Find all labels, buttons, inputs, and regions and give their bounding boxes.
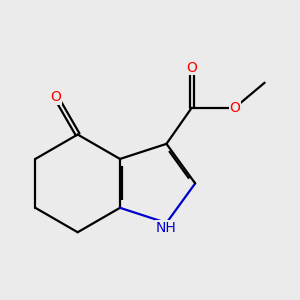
Text: O: O [229,101,240,115]
Text: NH: NH [156,220,177,235]
Text: O: O [186,61,197,75]
Text: O: O [51,90,62,104]
